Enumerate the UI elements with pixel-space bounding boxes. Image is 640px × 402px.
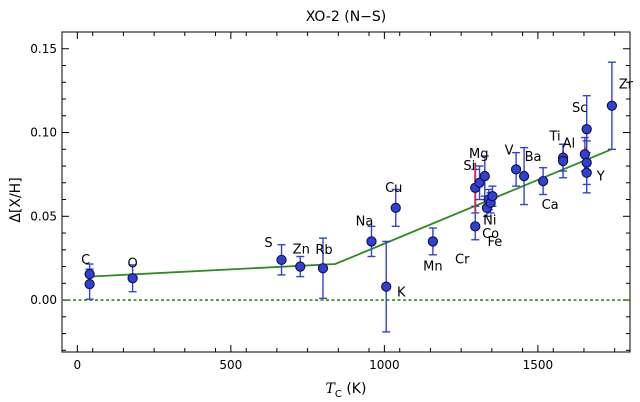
plot-frame <box>61 31 631 353</box>
axis-ticks: 0 500 1000 1500 0.00 0.05 0.10 0.15 <box>30 31 630 372</box>
trend-lines <box>62 148 630 301</box>
point-label-na: Na <box>356 214 374 229</box>
chart-title: XO-2 (N−S) <box>306 9 387 25</box>
data-points <box>84 100 618 292</box>
data-point <box>518 170 530 182</box>
x-axis-label-sub: C <box>335 389 342 400</box>
point-label-k: K <box>397 286 406 301</box>
data-point <box>390 202 401 214</box>
data-point <box>487 191 498 202</box>
x-axis-label-main: T <box>326 381 337 397</box>
data-point <box>381 281 392 292</box>
data-point <box>295 261 306 272</box>
data-point <box>581 124 592 135</box>
point-label-mn: Mn <box>423 259 442 274</box>
y-axis-label: Δ[X/H] <box>8 177 24 222</box>
data-point <box>366 236 377 247</box>
x-tick-label: 1500 <box>523 358 554 372</box>
point-label-c: C <box>81 253 90 268</box>
data-point <box>84 278 95 290</box>
data-point <box>510 164 522 175</box>
data-point <box>581 157 592 168</box>
error-bars <box>85 61 616 333</box>
x-tick-label: 1000 <box>369 358 400 372</box>
data-point <box>474 177 485 188</box>
data-point <box>317 263 329 274</box>
x-axis-label: TC (K) <box>326 381 367 400</box>
data-point <box>127 273 138 284</box>
data-point <box>84 268 95 280</box>
y-tick-label: 0.10 <box>30 126 57 140</box>
point-label-y: Y <box>596 170 605 185</box>
point-label-co: Co <box>482 227 499 242</box>
data-point <box>537 175 549 187</box>
point-label-o: O <box>127 256 137 271</box>
point-label-ba: Ba <box>525 150 542 165</box>
data-point <box>581 167 592 178</box>
point-label-ni: Ni <box>483 214 496 229</box>
x-axis-label-unit: (K) <box>342 381 367 397</box>
data-point <box>579 149 591 160</box>
point-label-cr: Cr <box>455 252 470 267</box>
point-label-ti: Ti <box>548 130 560 145</box>
data-point <box>470 221 481 232</box>
point-label-s: S <box>264 236 272 251</box>
point-label-zr: Zr <box>619 78 634 93</box>
point-label-rb: Rb <box>315 243 332 258</box>
y-tick-label: 0.15 <box>30 42 57 56</box>
x-tick-label: 500 <box>219 358 242 372</box>
y-tick-label: 0.00 <box>30 293 57 307</box>
point-label-ca: Ca <box>542 198 559 213</box>
point-label-fe: Fe <box>488 235 503 250</box>
data-point <box>276 254 287 266</box>
y-tick-label: 0.05 <box>30 209 57 223</box>
data-point <box>606 100 618 111</box>
point-label-cu: Cu <box>385 181 402 196</box>
point-label-zn: Zn <box>293 243 310 258</box>
plot-area <box>61 31 631 353</box>
point-label-si: Si <box>463 159 475 174</box>
point-label-sc: Sc <box>572 101 587 116</box>
data-point <box>557 155 569 167</box>
point-label-mg: Mg <box>469 147 488 162</box>
data-point <box>479 170 490 182</box>
x-tick-label: 0 <box>74 358 82 372</box>
data-point <box>427 236 439 247</box>
point-label-v: V <box>505 143 514 158</box>
point-label-al: Al <box>563 136 576 151</box>
fit-line <box>89 148 612 278</box>
